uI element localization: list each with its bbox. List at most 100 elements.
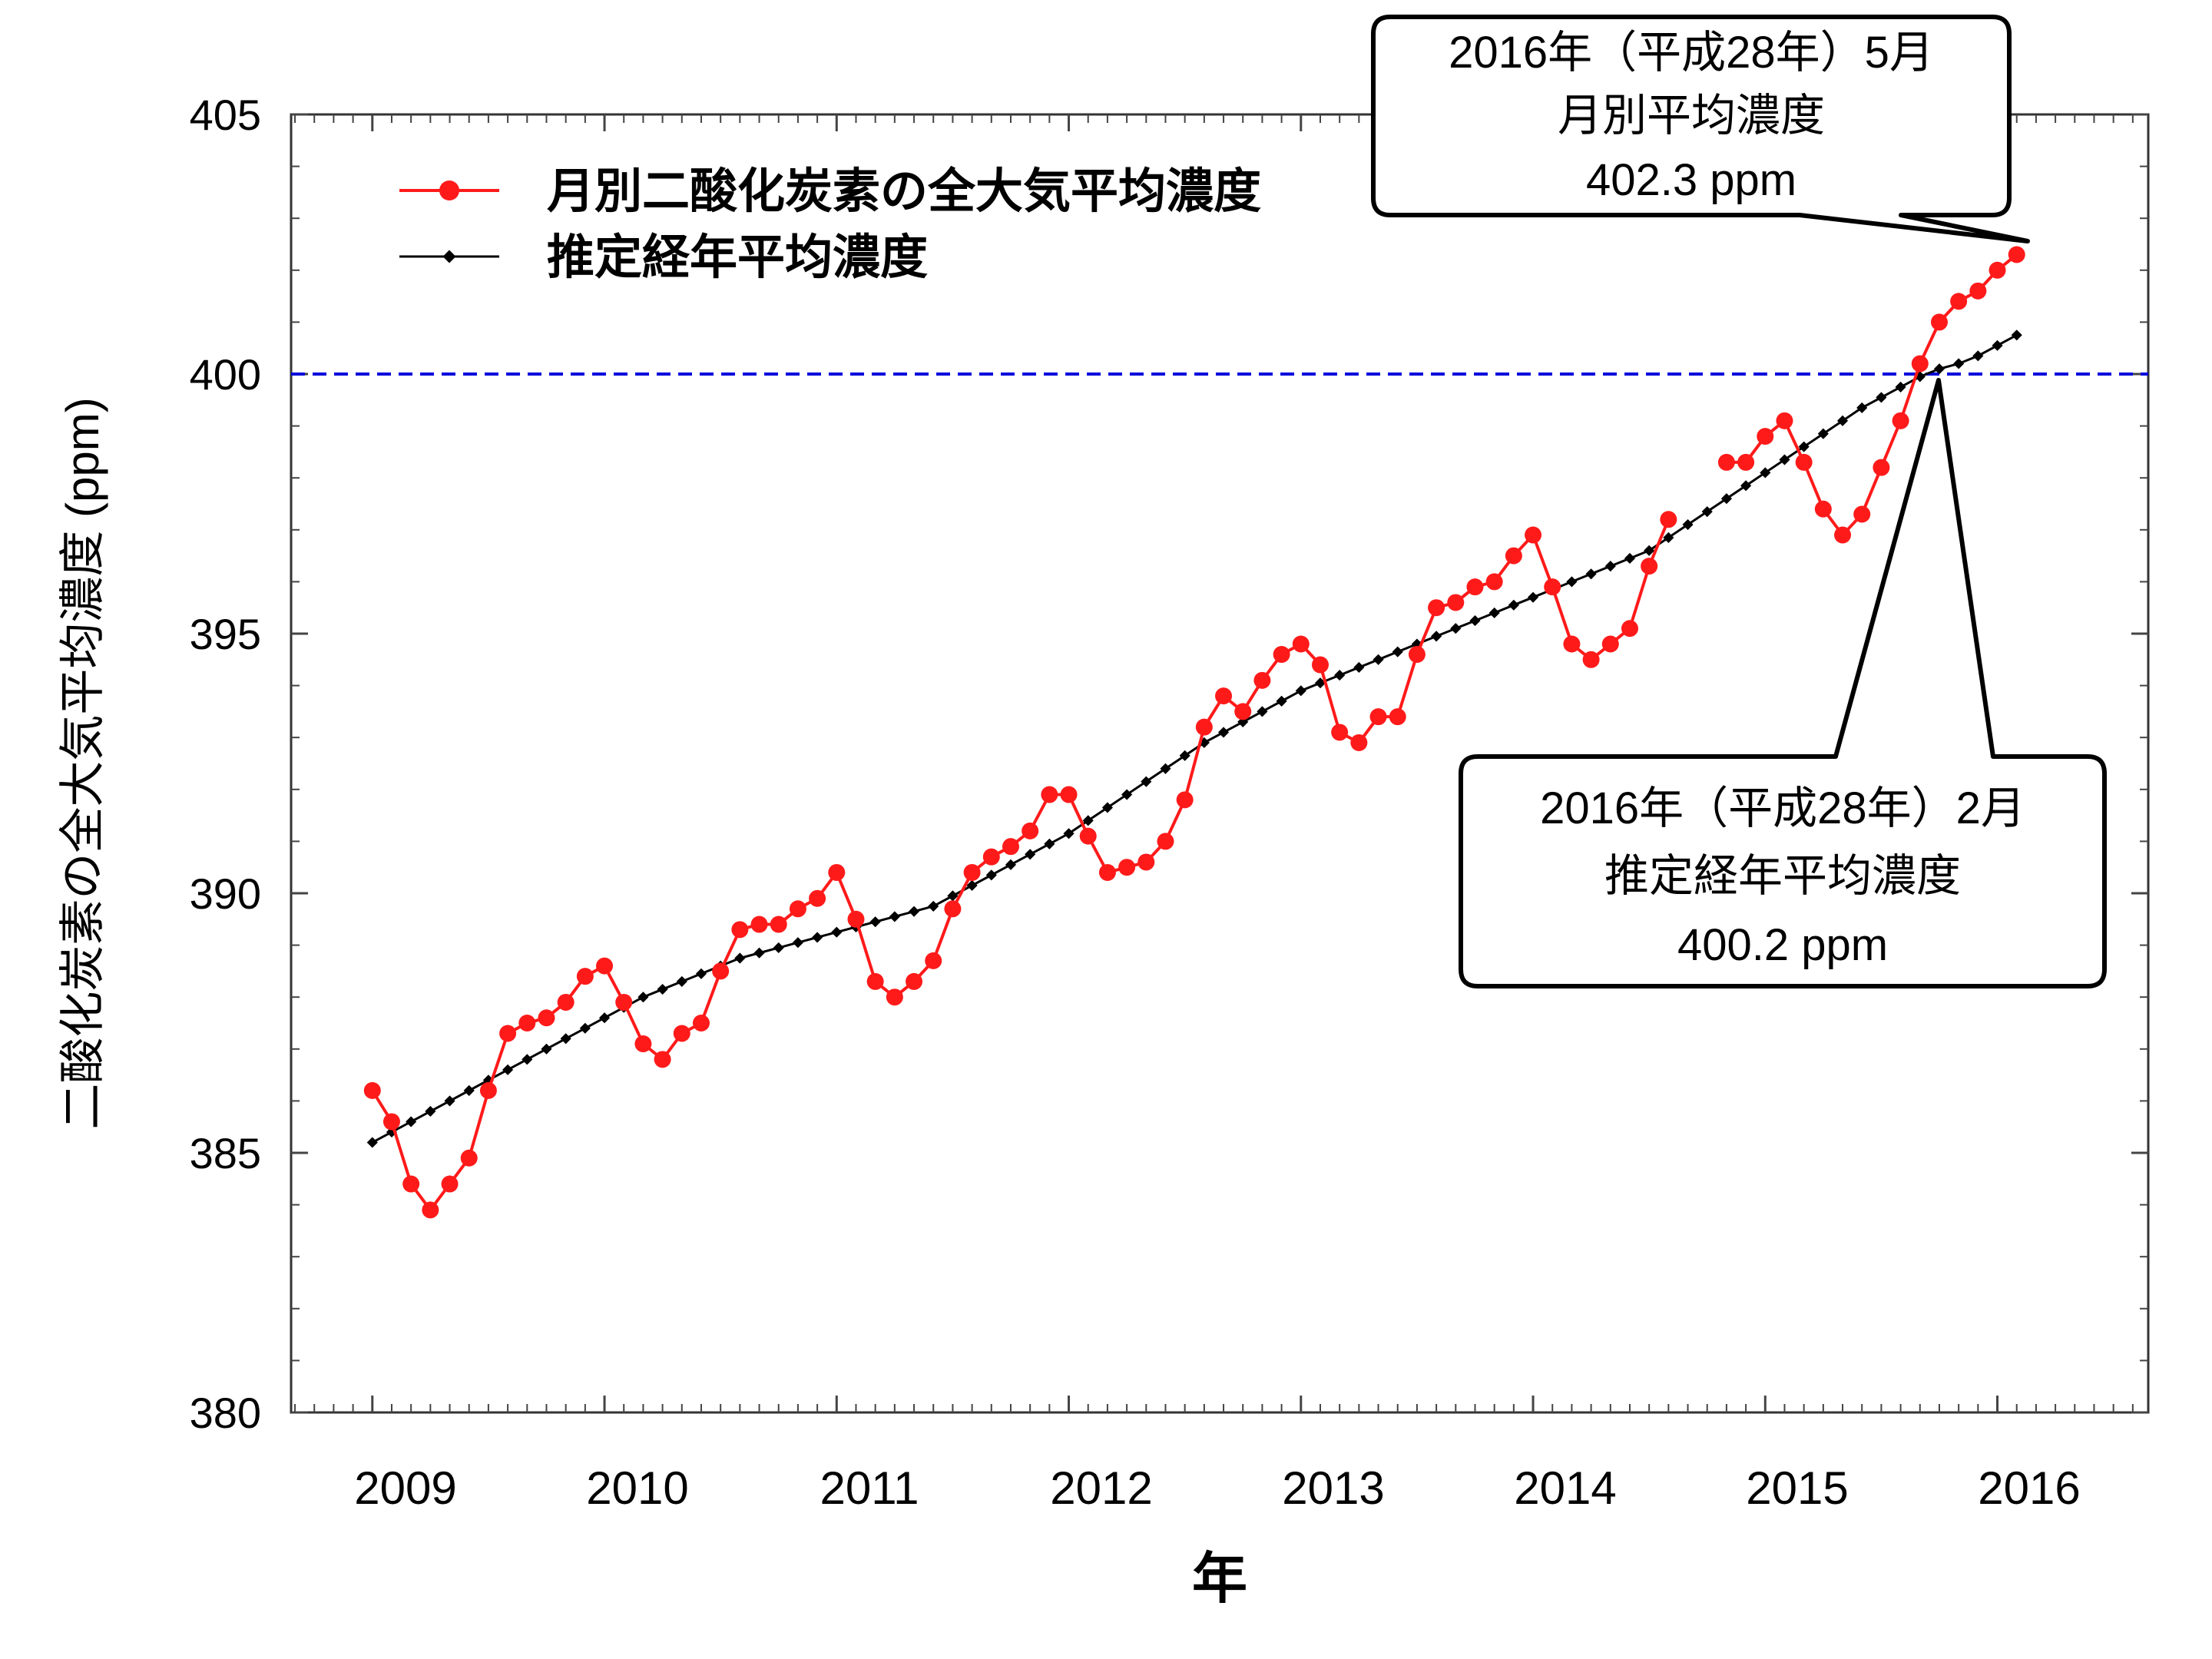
data-point (1892, 412, 1909, 429)
data-point (1795, 453, 1813, 471)
data-point (1005, 859, 1017, 870)
y-tick-label: 380 (190, 1389, 261, 1437)
plot-frame (290, 113, 2150, 1414)
data-point (557, 993, 575, 1011)
data-point (1466, 578, 1484, 596)
data-point (1853, 505, 1871, 523)
data-point (1873, 459, 1890, 476)
data-point (750, 916, 768, 933)
data-point (944, 900, 962, 918)
data-point (1176, 791, 1194, 809)
legend-marker-monthly (439, 180, 459, 200)
data-point (1485, 573, 1503, 591)
data-point (676, 975, 687, 987)
y-axis-title: 二酸化炭素の全大気平均濃度 (ppm) (57, 397, 108, 1129)
data-point (1972, 350, 1984, 362)
x-tick-label: 2009 (354, 1462, 456, 1514)
data-point (1253, 671, 1271, 689)
callout-line: 2016年（平成28年）5月 (1449, 28, 1934, 78)
data-point (598, 1012, 611, 1024)
data-point (1350, 733, 1368, 751)
data-point (1098, 863, 1116, 881)
data-point (1373, 654, 1384, 665)
data-point (1624, 552, 1636, 565)
data-point (731, 921, 749, 939)
data-point (1601, 635, 1619, 653)
data-point (382, 1113, 400, 1131)
data-point (1408, 646, 1426, 664)
data-point (1508, 599, 1519, 611)
data-point (1392, 646, 1403, 657)
data-point (1044, 838, 1055, 849)
data-point (1814, 500, 1832, 518)
data-point (1276, 695, 1287, 707)
data-point (1950, 293, 1968, 310)
data-point (1195, 718, 1213, 736)
data-point (886, 988, 903, 1006)
data-point (2008, 246, 2025, 263)
data-point (1101, 802, 1113, 813)
data-point (1737, 453, 1755, 471)
data-point (1002, 838, 1019, 856)
data-point (1525, 526, 1542, 544)
data-point (1953, 358, 1965, 369)
data-point (1082, 815, 1094, 826)
data-point (463, 1084, 475, 1096)
data-point (499, 1025, 517, 1042)
callout-bubble (1371, 15, 2030, 243)
data-point (869, 916, 881, 928)
data-point (673, 1025, 690, 1042)
callout-line: 402.3 ppm (1586, 155, 1796, 205)
data-point (947, 890, 959, 902)
data-point (982, 848, 1000, 866)
legend-label-monthly: 月別二酸化炭素の全大気平均濃度 (547, 165, 1261, 218)
data-point (654, 1051, 671, 1068)
data-point (1234, 703, 1252, 720)
data-point (1079, 827, 1097, 845)
data-point (1353, 661, 1365, 674)
data-point (1179, 750, 1190, 761)
callout-bubble (1459, 378, 2107, 988)
data-point (1369, 708, 1387, 726)
data-point (538, 1009, 555, 1027)
data-point (789, 900, 806, 918)
data-point (444, 1095, 455, 1107)
x-tick-label: 2010 (586, 1462, 688, 1514)
data-point (925, 952, 942, 969)
y-tick-label: 395 (190, 610, 261, 658)
data-point (928, 900, 939, 912)
legend-label-trend: 推定経年平均濃度 (547, 231, 928, 284)
data-point (1063, 828, 1075, 839)
y-tick-labels: 380 385 390 395 400 405 (190, 91, 261, 1437)
legend: 月別二酸化炭素の全大気平均濃度 推定経年平均濃度 (399, 165, 1261, 284)
data-point (1505, 547, 1522, 565)
data-point (695, 968, 707, 979)
data-point (734, 952, 746, 964)
data-point (1389, 708, 1406, 726)
data-point (1447, 594, 1465, 611)
data-point (1834, 526, 1852, 544)
data-point (906, 972, 923, 990)
data-point (1876, 392, 1887, 403)
data-point (1331, 724, 1349, 741)
data-point (1582, 651, 1600, 668)
data-point (1431, 631, 1442, 642)
data-point (406, 1116, 417, 1128)
data-point (1641, 558, 1658, 575)
data-point (1988, 261, 2006, 279)
data-point (770, 916, 787, 933)
y-tick-label: 390 (190, 869, 261, 918)
data-point (1930, 313, 1948, 331)
data-point (809, 889, 826, 907)
callout-line: 400.2 ppm (1677, 920, 1888, 970)
data-point (637, 992, 649, 1003)
annotation-monthly-may-2016: 2016年（平成28年）5月 月別平均濃度 402.3 ppm (1371, 15, 2030, 243)
data-point (576, 968, 594, 985)
data-point (1295, 685, 1306, 697)
data-point (579, 1022, 591, 1034)
y-tick-label: 385 (190, 1129, 261, 1177)
data-point (831, 926, 843, 938)
data-point (518, 1015, 536, 1031)
data-point (963, 863, 981, 881)
